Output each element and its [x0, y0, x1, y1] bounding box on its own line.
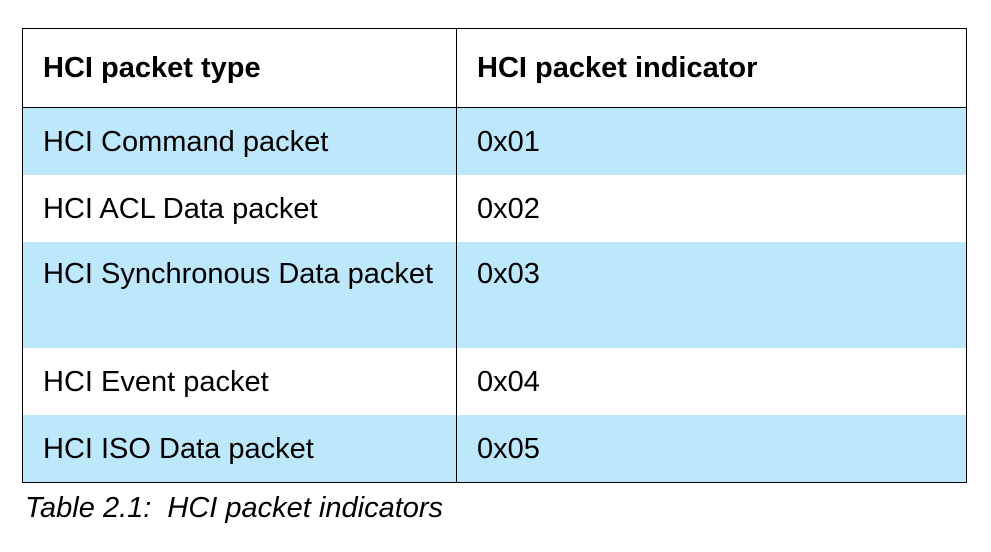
- packet-indicator-cell: 0x03: [477, 258, 540, 290]
- table-row: HCI ACL Data packet 0x02: [23, 175, 966, 242]
- table-row: HCI ISO Data packet 0x05: [23, 415, 966, 482]
- header-packet-type: HCI packet type: [23, 29, 457, 107]
- header-packet-indicator: HCI packet indicator: [477, 52, 758, 84]
- packet-indicator-cell: 0x02: [477, 192, 540, 225]
- packet-indicator-cell: 0x05: [477, 432, 540, 465]
- packet-indicator-cell: 0x04: [477, 365, 540, 398]
- packet-type-cell: HCI Command packet: [23, 108, 457, 175]
- table-header-row: HCI packet type HCI packet indicator: [23, 29, 966, 108]
- packet-indicator-cell: 0x01: [477, 125, 540, 158]
- packet-indicator-table: HCI packet type HCI packet indicator HCI…: [22, 28, 967, 483]
- table-row: HCI Event packet 0x04: [23, 348, 966, 415]
- packet-type-cell: HCI Synchronous Data packet: [23, 242, 457, 348]
- packet-type-cell: HCI ACL Data packet: [23, 175, 457, 242]
- table-row: HCI Command packet 0x01: [23, 108, 966, 175]
- table-caption: Table 2.1: HCI packet indicators: [25, 492, 444, 524]
- packet-type-cell: HCI Event packet: [23, 348, 457, 415]
- table-row: HCI Synchronous Data packet 0x03: [23, 242, 966, 348]
- packet-type-cell: HCI ISO Data packet: [23, 415, 457, 482]
